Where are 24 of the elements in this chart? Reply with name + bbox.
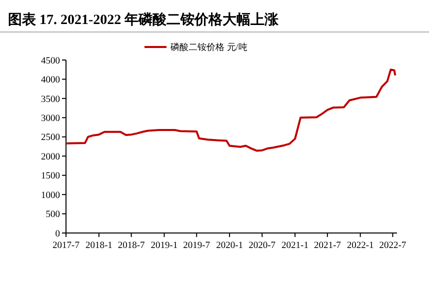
x-tick-label: 2020-7: [248, 241, 276, 251]
x-tick-label: 2017-7: [52, 241, 80, 251]
x-tick-label: 2022-1: [346, 241, 374, 251]
legend-label: 磷酸二铵价格 元/吨: [170, 42, 248, 52]
y-tick-label: 4500: [41, 56, 60, 66]
x-tick-label: 2021-7: [314, 241, 342, 251]
x-tick-label: 2021-1: [282, 241, 309, 251]
y-tick-label: 3500: [41, 94, 60, 105]
x-tick-label: 2022-7: [379, 241, 406, 251]
x-tick-label: 2020-1: [216, 241, 244, 251]
x-tick-label: 2019-7: [183, 241, 210, 251]
y-tick-label: 1500: [41, 172, 60, 182]
y-tick-label: 4000: [41, 76, 60, 86]
y-tick-label: 2000: [41, 152, 60, 162]
y-tick-label: 3000: [41, 114, 60, 124]
line-series: [66, 68, 396, 152]
y-tick-label: 0: [55, 229, 60, 240]
y-tick-label: 1000: [41, 190, 60, 201]
x-tick-label: 2019-1: [150, 241, 178, 251]
y-tick-label: 500: [46, 210, 60, 220]
x-tick-label: 2018-7: [118, 241, 146, 251]
x-tick-label: 2018-1: [85, 241, 113, 251]
y-tick-label: 2500: [41, 133, 60, 144]
chart-title: 图表 17. 2021-2022 年磷酸二铵价格大幅上涨: [8, 12, 280, 28]
